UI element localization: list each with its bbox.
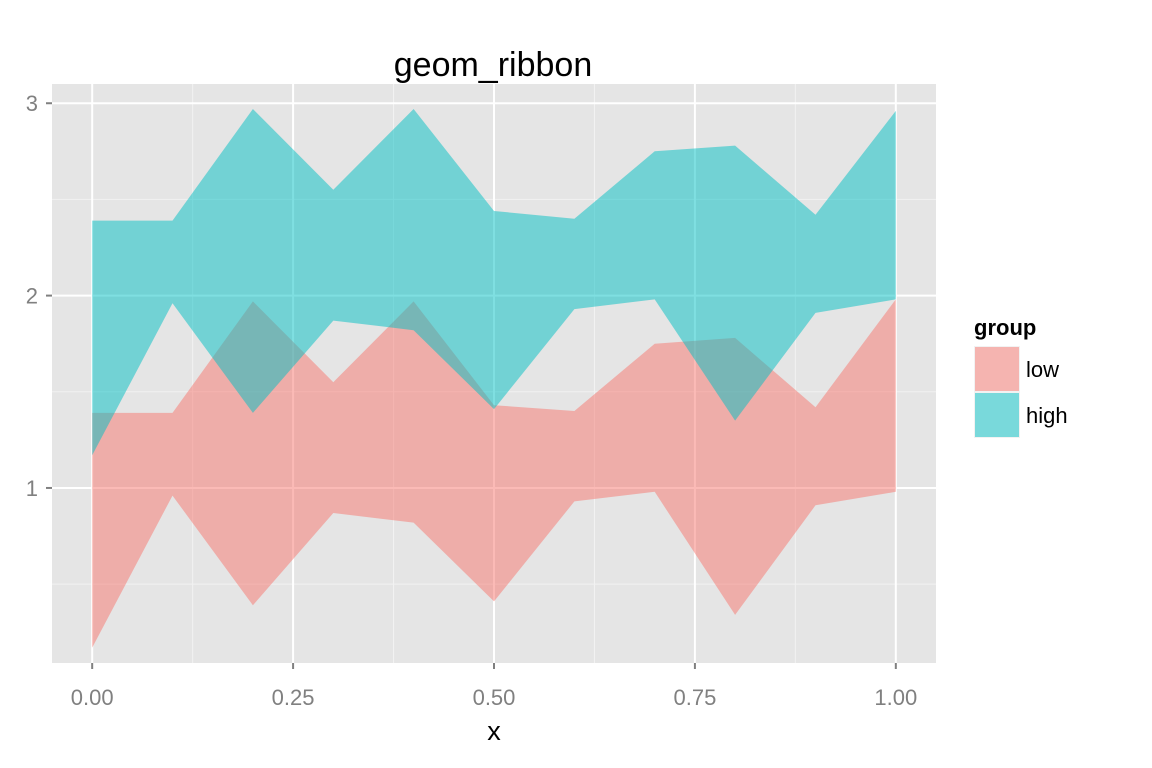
legend-swatch-high <box>975 393 1019 437</box>
x-axis-title: x <box>487 716 501 746</box>
axis-ticks <box>46 102 897 669</box>
y-tick-label: 1 <box>26 476 38 501</box>
legend-label-high: high <box>1026 403 1068 428</box>
legend: group low high <box>974 315 1068 438</box>
x-tick-label: 0.25 <box>272 685 315 710</box>
chart-title: geom_ribbon <box>394 46 592 84</box>
y-tick-label: 3 <box>26 91 38 116</box>
legend-swatch-low <box>975 347 1019 391</box>
y-tick-labels: 1 2 3 <box>26 91 38 501</box>
ribbon-layer <box>92 109 896 648</box>
x-tick-label: 0.75 <box>673 685 716 710</box>
legend-label-low: low <box>1026 357 1059 382</box>
ribbon-high <box>92 109 896 456</box>
x-tick-label: 0.50 <box>473 685 516 710</box>
legend-title: group <box>974 315 1036 340</box>
ribbon-low <box>92 299 896 648</box>
y-tick-label: 2 <box>26 284 38 309</box>
legend-entries: low high <box>974 346 1068 438</box>
x-tick-label: 1.00 <box>874 685 917 710</box>
x-tick-labels: 0.00 0.25 0.50 0.75 1.00 <box>71 685 917 710</box>
x-tick-label: 0.00 <box>71 685 114 710</box>
